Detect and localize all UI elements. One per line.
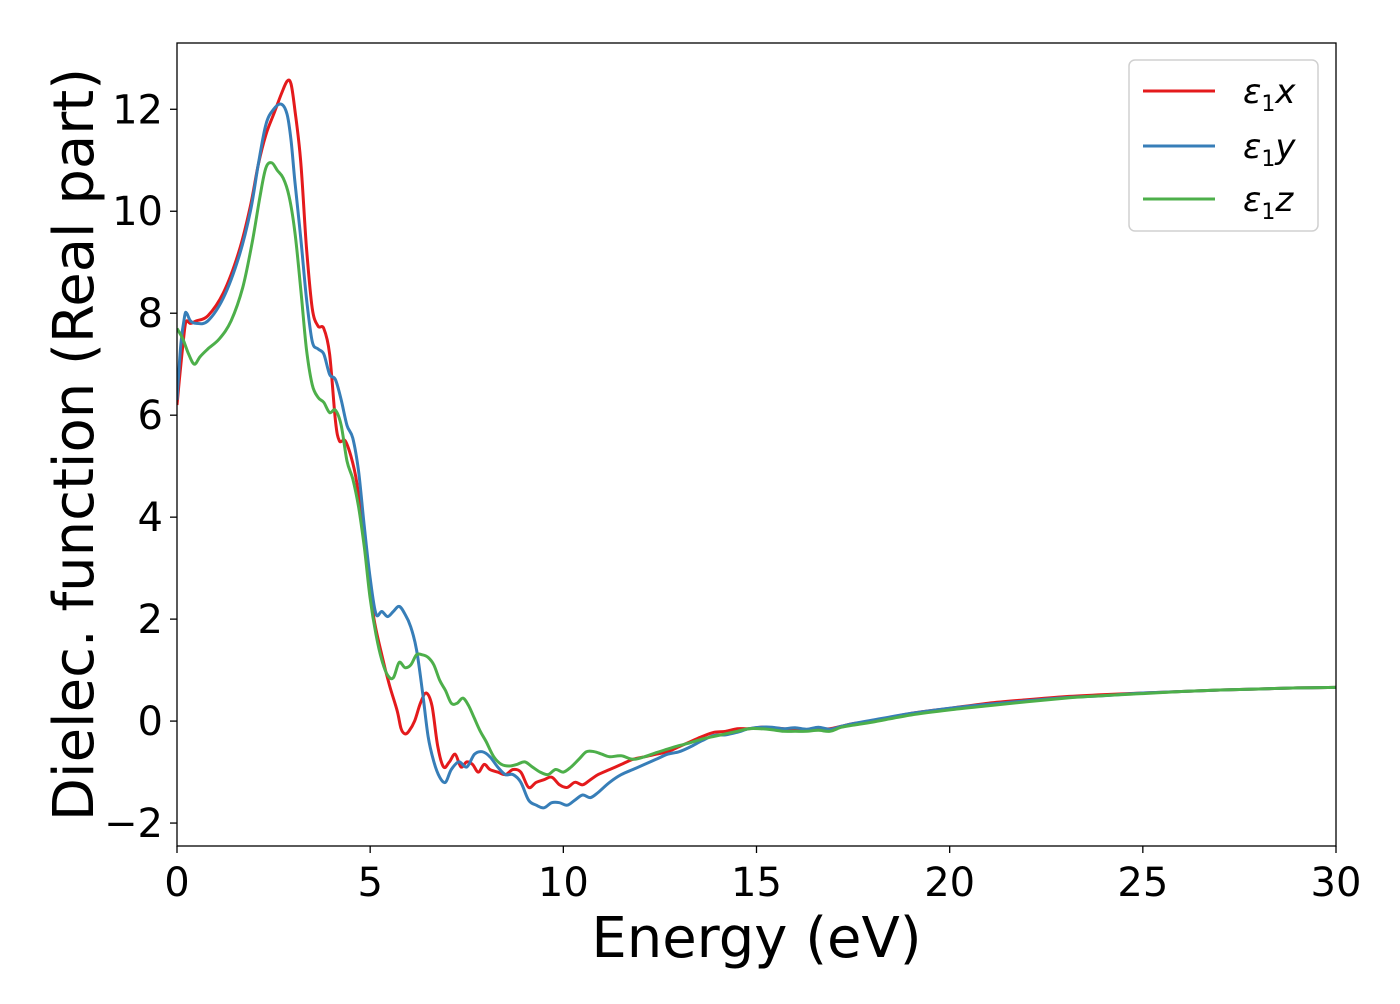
x-tick-label: 10	[538, 860, 589, 906]
legend-entry-ε1x: ε1x	[1243, 72, 1296, 117]
legend-entry-ε1y: ε1y	[1243, 127, 1296, 172]
series-layer	[177, 78, 1336, 810]
y-axis-label: Dielec. function (Real part)	[42, 68, 107, 821]
legend-frame	[1128, 59, 1319, 232]
x-axis-label: Energy (eV)	[591, 906, 921, 971]
x-tick-label: 25	[1117, 860, 1168, 906]
x-tick-label: 0	[164, 860, 189, 906]
y-tick-label: 10	[112, 189, 163, 235]
y-tick-label: 2	[138, 597, 163, 643]
x-axis-ticks: 0 5 10 15 20 25 30	[164, 846, 1361, 906]
y-tick-label: 12	[112, 87, 163, 133]
y-tick-label: 4	[138, 495, 163, 541]
y-tick-label: 6	[138, 393, 163, 439]
y-axis-ticks: −2 0 2 4 6 8 10 12	[104, 87, 177, 847]
series-line-ε1z	[177, 161, 1336, 777]
y-tick-label: −2	[104, 801, 163, 847]
series-line-ε1y	[177, 102, 1336, 810]
y-tick-label: 0	[138, 699, 163, 745]
legend-entry-ε1z: ε1z	[1243, 180, 1294, 225]
y-tick-label: 8	[138, 291, 163, 337]
x-tick-label: 5	[357, 860, 382, 906]
x-tick-label: 30	[1311, 860, 1362, 906]
x-tick-label: 15	[731, 860, 782, 906]
x-tick-label: 20	[924, 860, 975, 906]
legend: ε1x ε1y ε1z	[1128, 59, 1319, 232]
